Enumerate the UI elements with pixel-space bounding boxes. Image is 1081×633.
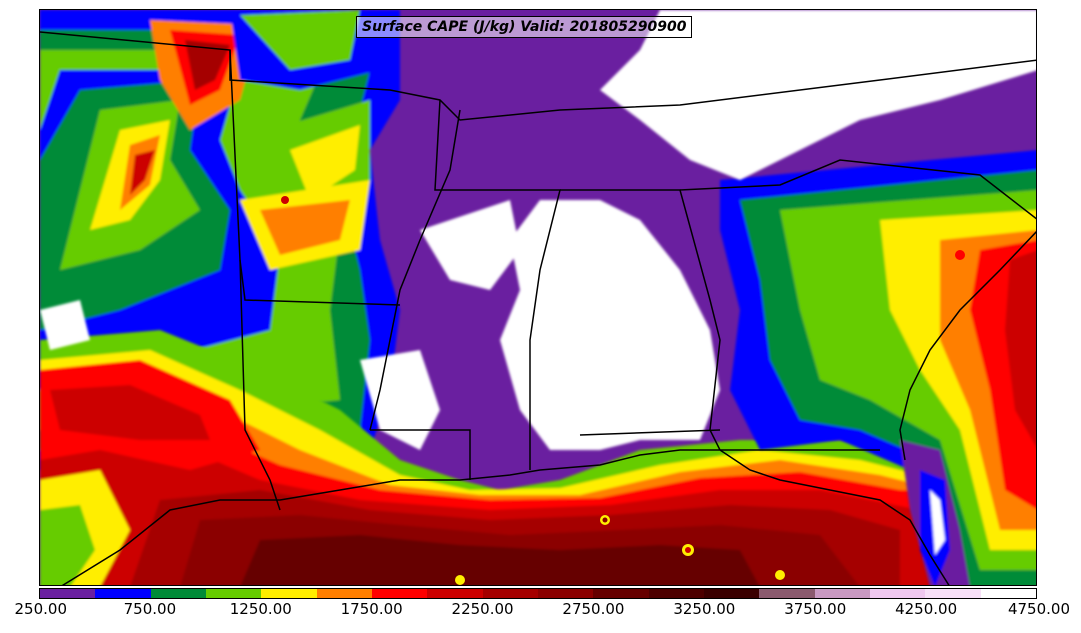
colorbar-swatch	[427, 589, 483, 598]
colorbar-swatch	[869, 589, 926, 598]
colorbar-swatch	[205, 589, 262, 598]
colorbar-swatch	[371, 589, 428, 598]
colorbar-swatch	[593, 589, 649, 598]
colorbar-tick-label: 3250.00	[673, 600, 736, 618]
colorbar-tick-label: 1250.00	[229, 600, 292, 618]
colorbar-tick-label: 3750.00	[784, 600, 847, 618]
map-title: Surface CAPE (J/kg) Valid: 201805290900	[356, 16, 693, 38]
western-cape-field	[40, 10, 400, 470]
colorbar	[39, 588, 1037, 599]
colorbar-swatch	[95, 589, 151, 598]
colorbar-tick-label: 2250.00	[451, 600, 514, 618]
convective-cells	[281, 196, 965, 585]
map-panel: Surface CAPE (J/kg) Valid: 201805290900	[39, 9, 1037, 586]
colorbar-swatch	[814, 589, 870, 598]
colorbar-swatch	[537, 589, 594, 598]
colorbar-tick-label: 4750.00	[1007, 600, 1070, 618]
colorbar-swatch	[261, 589, 317, 598]
colorbar-tick-label: 4250.00	[895, 600, 958, 618]
texas-cape-field	[40, 330, 1036, 585]
colorbar-swatch	[40, 589, 96, 598]
colorbar-swatch	[316, 589, 372, 598]
state-boundaries	[40, 31, 1036, 585]
colorbar-swatch	[482, 589, 538, 598]
colorbar-swatch	[925, 589, 981, 598]
colorbar-swatch	[150, 589, 206, 598]
colorbar-swatch	[703, 589, 760, 598]
colorbar-tick-label: 250.00	[14, 600, 68, 618]
colorbar-swatch	[759, 589, 815, 598]
colorbar-swatch	[648, 589, 704, 598]
colorbar-tick-label: 750.00	[123, 600, 177, 618]
colorbar-swatch	[980, 589, 1036, 598]
colorbar-tick-label: 2750.00	[562, 600, 625, 618]
no-cape-region	[40, 10, 1036, 450]
colorbar-ticks: 250.00 750.00 1250.00 1750.00 2250.00 2750.00…	[0, 600, 1081, 624]
colorbar-tick-label: 1750.00	[340, 600, 403, 618]
cape-contour-map	[40, 10, 1036, 585]
